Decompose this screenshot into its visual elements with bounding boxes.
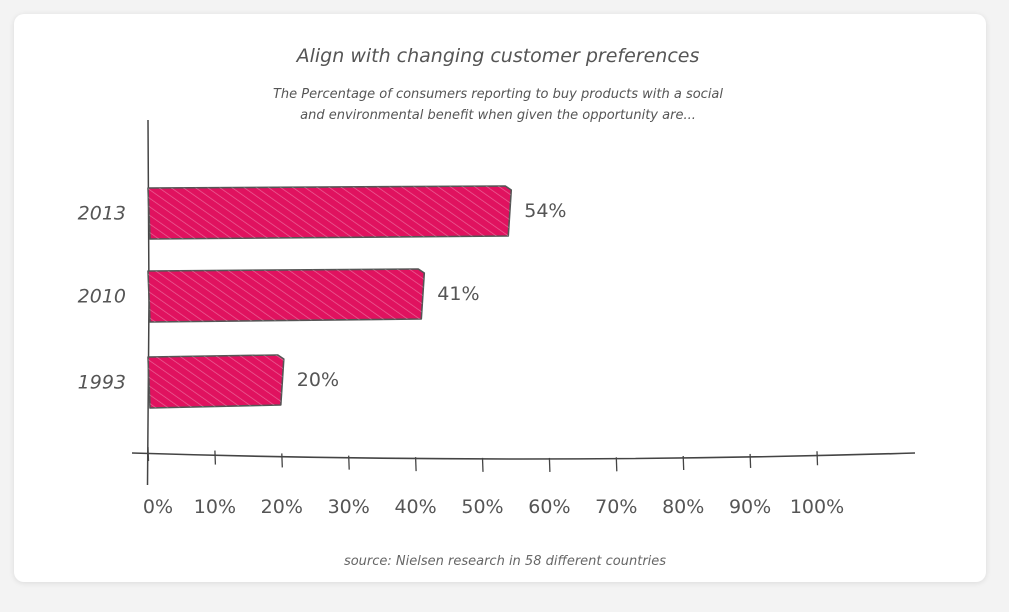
y-category-label: 2010 [78, 286, 126, 308]
bar-value-label: 20% [297, 369, 339, 391]
bar-texture-1993 [148, 355, 284, 408]
x-axis-ticks: 0% 10% 20% 30% 40% 50% 60% 70% 80% 90% 100% [143, 446, 844, 518]
x-axis-line [131, 452, 916, 460]
x-tick-label: 0% [143, 496, 173, 518]
x-tick-label: 40% [394, 496, 436, 518]
x-tick-mark [281, 453, 283, 468]
bars-group: 2013 54% 2010 41% 1993 20% [78, 185, 566, 409]
x-tick-label: 90% [729, 496, 771, 518]
chart-title: Align with changing customer preferences [295, 45, 700, 67]
chart-subtitle-line-1: The Percentage of consumers reporting to… [273, 87, 723, 102]
x-tick-mark [682, 455, 685, 471]
x-tick-label: 30% [328, 496, 370, 518]
x-tick-mark [414, 457, 417, 472]
bar-value-label: 41% [437, 283, 479, 305]
x-tick-mark [348, 455, 350, 470]
bar-value-label: 54% [524, 200, 566, 222]
x-tick-label: 10% [194, 496, 236, 518]
x-tick-label: 80% [662, 496, 704, 518]
x-tick-mark [214, 450, 217, 465]
chart-subtitle-line-2: and environmental benefit when given the… [300, 108, 696, 123]
y-category-label: 2013 [78, 203, 126, 225]
x-tick-label: 50% [461, 496, 503, 518]
x-tick-label: 20% [261, 496, 303, 518]
bar-texture-2010 [148, 269, 425, 322]
x-tick-label: 70% [595, 496, 637, 518]
x-tick-mark [816, 451, 819, 466]
bar-texture-2013 [148, 186, 512, 239]
x-tick-label: 100% [790, 496, 844, 518]
x-tick-mark [615, 457, 618, 472]
x-tick-mark [481, 457, 484, 472]
x-tick-label: 60% [528, 496, 570, 518]
source-note: source: Nielsen research in 58 different… [344, 554, 666, 569]
y-category-label: 1993 [78, 372, 126, 394]
x-tick-mark [147, 446, 150, 461]
x-tick-mark [548, 457, 551, 472]
x-tick-mark [749, 453, 752, 468]
